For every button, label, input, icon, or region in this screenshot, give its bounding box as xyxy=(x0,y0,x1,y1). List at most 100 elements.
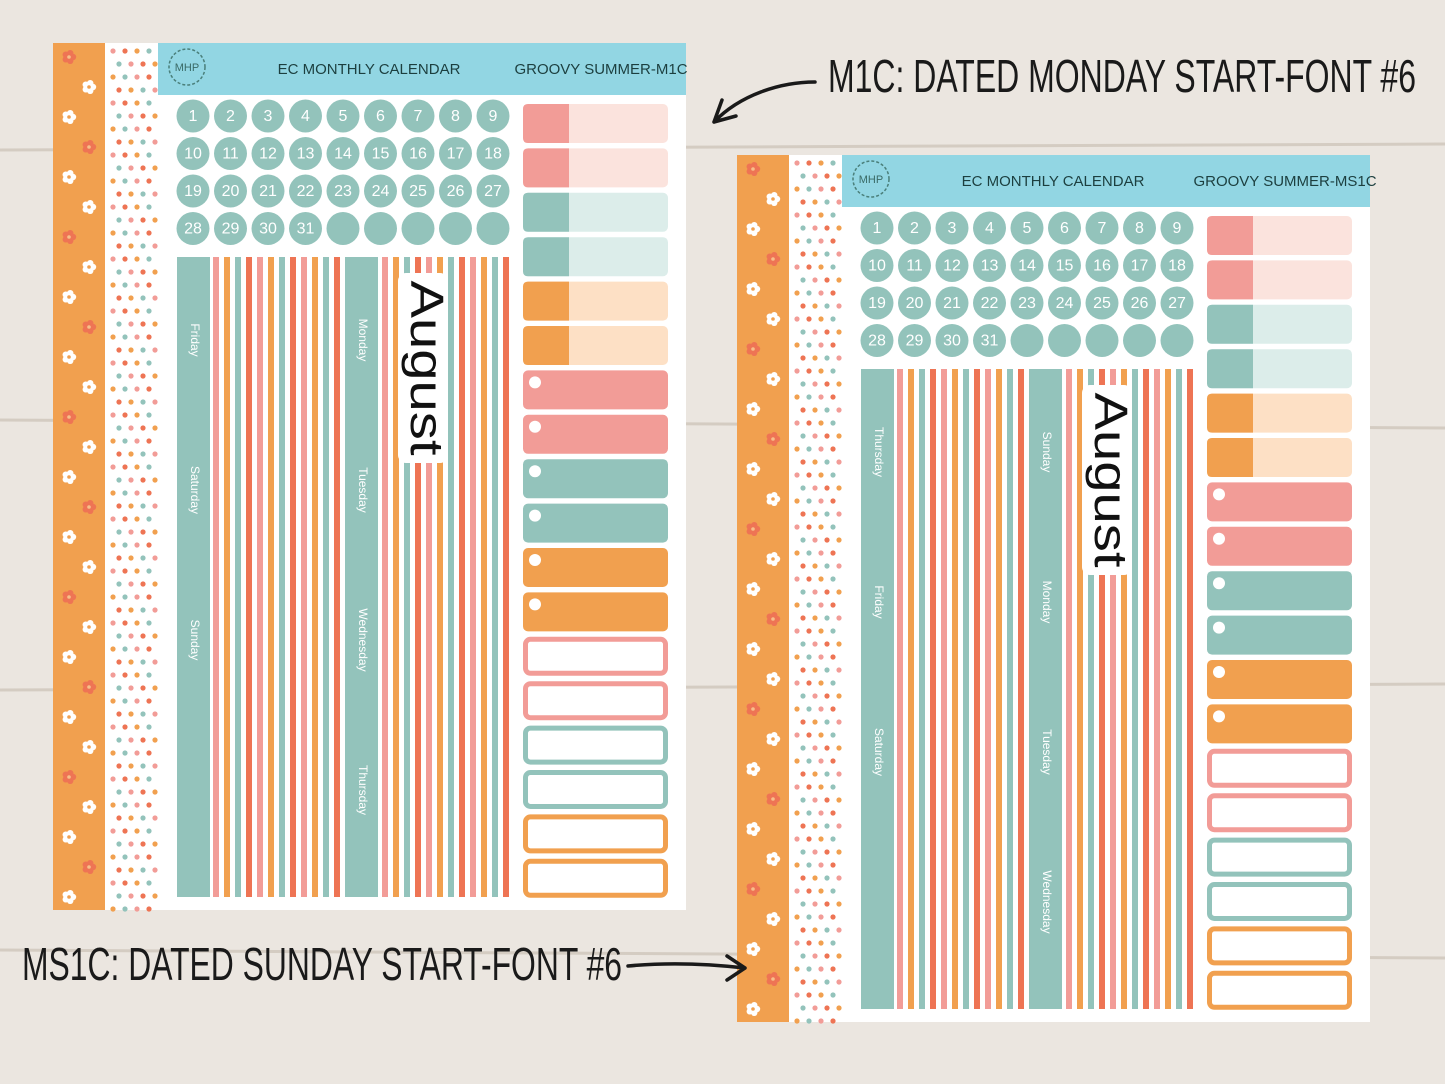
dot xyxy=(830,238,836,244)
petal xyxy=(87,259,94,267)
petal xyxy=(751,461,758,469)
dot xyxy=(836,459,842,465)
dot xyxy=(818,888,824,894)
dot xyxy=(806,628,812,634)
petal xyxy=(87,379,94,387)
dot xyxy=(800,173,806,179)
date-circle xyxy=(1123,249,1156,282)
date-circle xyxy=(973,249,1006,282)
flower-center xyxy=(87,865,91,869)
dot xyxy=(794,524,800,530)
flower xyxy=(766,551,781,567)
dot xyxy=(806,914,812,920)
date-circle xyxy=(326,137,360,170)
dot xyxy=(824,875,830,881)
flower-center xyxy=(87,205,91,209)
dot xyxy=(824,277,830,283)
dot xyxy=(830,524,836,530)
day-strip xyxy=(177,257,210,897)
dot xyxy=(152,867,158,873)
dot xyxy=(134,620,140,626)
day-label: Saturday xyxy=(872,728,886,776)
flower xyxy=(62,229,77,245)
dot xyxy=(128,503,134,509)
dot xyxy=(812,225,818,231)
flower xyxy=(766,251,781,267)
dot xyxy=(128,347,134,353)
arrow-top xyxy=(712,80,817,124)
dot xyxy=(110,906,116,912)
date-number: 7 xyxy=(1098,220,1107,237)
date-number: 17 xyxy=(1131,258,1149,275)
day-strip xyxy=(861,369,894,1009)
dot xyxy=(116,165,122,171)
box-sticker xyxy=(1207,882,1352,921)
date-number: 10 xyxy=(868,258,886,275)
tag-hole xyxy=(1213,666,1225,678)
dot xyxy=(128,685,134,691)
flower xyxy=(62,469,77,485)
dot xyxy=(110,74,116,80)
dot xyxy=(110,126,116,132)
dot xyxy=(806,758,812,764)
dot xyxy=(818,1018,824,1024)
date-number: 1 xyxy=(873,220,882,237)
dot xyxy=(128,217,134,223)
dot xyxy=(806,186,812,192)
petal xyxy=(766,258,773,265)
dot xyxy=(812,953,818,959)
dot xyxy=(128,321,134,327)
date-circle xyxy=(973,286,1006,320)
date-circle xyxy=(176,99,210,133)
dot xyxy=(824,745,830,751)
dot xyxy=(152,165,158,171)
dot xyxy=(794,368,800,374)
dot xyxy=(818,498,824,504)
day-label: Tuesday xyxy=(356,467,370,513)
dot xyxy=(812,589,818,595)
stripe xyxy=(963,369,969,1009)
day-label: Monday xyxy=(1040,581,1054,624)
dot xyxy=(152,737,158,743)
dot xyxy=(794,264,800,270)
petal xyxy=(82,146,89,153)
dot xyxy=(128,165,134,171)
petal xyxy=(746,648,753,655)
petal xyxy=(62,656,69,663)
dot xyxy=(122,776,128,782)
tag-hole xyxy=(1213,488,1225,501)
date-circle xyxy=(860,286,894,320)
petal xyxy=(766,378,773,385)
dot xyxy=(110,204,116,210)
stripe xyxy=(257,257,263,897)
dot xyxy=(122,100,128,106)
dot xyxy=(152,841,158,847)
dot xyxy=(110,542,116,548)
dot xyxy=(806,446,812,452)
dot xyxy=(116,633,122,639)
dot xyxy=(800,407,806,413)
dot xyxy=(836,485,842,491)
date-circle xyxy=(439,99,472,133)
dot xyxy=(152,217,158,223)
flower xyxy=(62,769,77,785)
petal xyxy=(82,746,89,753)
flower-center xyxy=(751,407,755,411)
date-number: 6 xyxy=(376,108,385,125)
dot xyxy=(824,1005,830,1011)
dot xyxy=(128,555,134,561)
tag-sticker xyxy=(1207,704,1352,744)
dot xyxy=(110,490,116,496)
date-circle xyxy=(1010,324,1044,357)
stripe xyxy=(235,257,241,897)
flower xyxy=(746,461,761,477)
dot xyxy=(122,802,128,808)
stripe xyxy=(415,257,421,897)
tag-sticker xyxy=(1207,526,1352,566)
flower-center xyxy=(67,835,71,839)
petal xyxy=(62,596,69,603)
dot xyxy=(836,901,842,907)
dot xyxy=(146,880,152,886)
dot xyxy=(122,256,128,262)
flower-center xyxy=(67,295,71,299)
